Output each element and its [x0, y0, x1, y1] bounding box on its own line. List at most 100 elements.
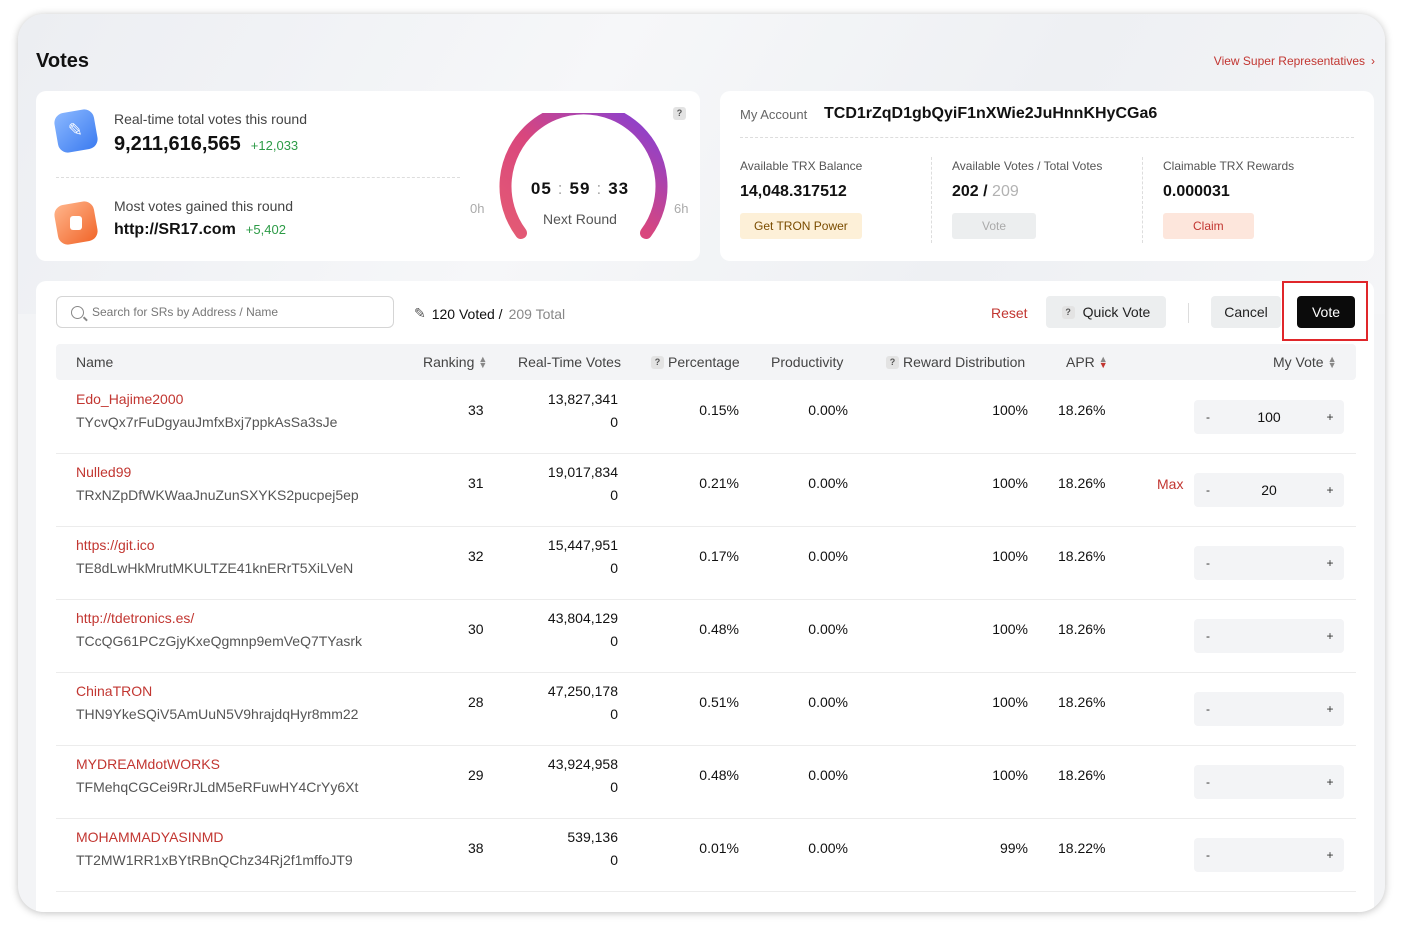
sr-ranking: 31	[468, 475, 484, 491]
help-icon[interactable]: ?	[673, 107, 686, 120]
decrement-button[interactable]: -	[1206, 410, 1210, 424]
vote-amount-input[interactable]	[1222, 774, 1316, 790]
pen-icon: ✎	[414, 305, 426, 321]
sr-ranking: 28	[468, 694, 484, 710]
sr-reward-distribution: 100%	[992, 548, 1028, 564]
sr-my-votes-cast: 0	[610, 487, 618, 503]
increment-button[interactable]: +	[1326, 848, 1334, 862]
sr-reward-distribution: 100%	[992, 767, 1028, 783]
max-button[interactable]: Max	[1157, 476, 1184, 492]
decrement-button[interactable]: -	[1206, 702, 1210, 716]
decrement-button[interactable]: -	[1206, 556, 1210, 570]
account-card: My Account TCD1rZqD1gbQyiF1nXWie2JuHnnKH…	[720, 91, 1374, 261]
decrement-button[interactable]: -	[1206, 483, 1210, 497]
decrement-button[interactable]: -	[1206, 848, 1210, 862]
col-productivity: Productivity	[771, 354, 844, 370]
sr-realtime-votes: 43,804,129	[547, 610, 618, 626]
voted-count: 120 Voted /	[431, 305, 503, 322]
table-row: ChinaTRON THN9YkeSQiV5AmUuN5V9hrajdqHyr8m…	[56, 673, 1356, 746]
increment-button[interactable]: +	[1326, 775, 1334, 789]
vote-amount-input[interactable]	[1222, 847, 1316, 863]
view-super-representatives-link[interactable]: View Super Representatives ›	[1214, 54, 1375, 68]
search-box[interactable]	[56, 296, 394, 328]
sort-icon: ▲ ▼	[1098, 354, 1108, 370]
page-title: Votes	[36, 50, 89, 72]
decrement-button[interactable]: -	[1206, 629, 1210, 643]
quick-vote-button[interactable]: ? Quick Vote	[1046, 296, 1166, 328]
increment-button[interactable]: +	[1326, 410, 1334, 424]
help-icon[interactable]: ?	[651, 355, 664, 369]
available-votes-label: Available Votes / Total Votes	[952, 159, 1103, 173]
sr-apr: 18.26%	[1058, 621, 1106, 637]
sr-name-link[interactable]: Nulled99	[76, 464, 132, 480]
gauge-min-label: 0h	[470, 201, 485, 216]
sr-productivity: 0.00%	[808, 475, 848, 491]
claim-button[interactable]: Claim	[1163, 213, 1254, 239]
sr-productivity: 0.00%	[808, 621, 848, 637]
sr-percentage: 0.51%	[699, 694, 739, 710]
sr-my-votes-cast: 0	[610, 414, 618, 430]
increment-button[interactable]: +	[1326, 702, 1334, 716]
sr-percentage: 0.48%	[699, 621, 739, 637]
vote-amount-input[interactable]	[1222, 701, 1316, 717]
most-gained-delta: +5,402	[245, 222, 286, 237]
vote-stepper: -+	[1194, 692, 1344, 726]
vote-amount-input[interactable]	[1222, 482, 1316, 498]
search-input[interactable]	[92, 305, 372, 319]
col-my-vote[interactable]: My Vote ▲ ▼	[1273, 354, 1337, 370]
rewards-column: Claimable TRX Rewards 0.000031 Claim	[1163, 159, 1294, 243]
sr-ranking: 32	[468, 548, 484, 564]
vote-stepper: -+	[1194, 838, 1344, 872]
sr-name-link[interactable]: MYDREAMdotWORKS	[76, 756, 220, 772]
col-ranking[interactable]: Ranking ▲ ▼	[423, 354, 487, 370]
sr-realtime-votes: 539,136	[567, 829, 618, 845]
sr-productivity: 0.00%	[808, 767, 848, 783]
countdown-gauge	[499, 113, 668, 239]
get-tron-power-button[interactable]: Get TRON Power	[740, 213, 862, 239]
vote-amount-input[interactable]	[1222, 555, 1316, 571]
sr-name-link[interactable]: http://tdetronics.es/	[76, 610, 195, 626]
sr-percentage: 0.15%	[699, 402, 739, 418]
vote-stepper: -+	[1194, 546, 1344, 580]
sr-realtime-votes: 13,827,341	[547, 391, 618, 407]
sr-apr: 18.26%	[1058, 548, 1106, 564]
sr-realtime-votes: 47,250,178	[547, 683, 618, 699]
vote-stepper: -+	[1194, 473, 1344, 507]
total-votes-label: Real-time total votes this round	[114, 111, 307, 127]
voted-summary: ✎ 120 Voted / 209 Total	[414, 305, 565, 322]
increment-button[interactable]: +	[1326, 556, 1334, 570]
votes-column: Available Votes / Total Votes 202 / 209 …	[952, 159, 1102, 243]
sr-address: TYcvQx7rFuDgyauJmfxBxj7ppkAsSa3sJe	[76, 414, 338, 430]
sr-name-link[interactable]: Edo_Hajime2000	[76, 391, 184, 407]
sr-productivity: 0.00%	[808, 402, 848, 418]
table-header: Name Ranking ▲ ▼ Real-Time Votes ? Percenta…	[56, 344, 1356, 380]
sr-realtime-votes: 19,017,834	[547, 464, 618, 480]
sr-name-link[interactable]: ChinaTRON	[76, 683, 153, 699]
most-gained-label: Most votes gained this round	[114, 198, 293, 214]
table-row: MYDREAMdotWORKS TFMehqCGCei9RrJLdM5eRFuwH…	[56, 746, 1356, 819]
rewards-label: Claimable TRX Rewards	[1163, 159, 1295, 173]
vote-stepper: -+	[1194, 400, 1344, 434]
account-vote-button[interactable]: Vote	[952, 213, 1037, 239]
sr-address: TRxNZpDfWKWaaJnuZunSXYKS2pucpej5ep	[76, 487, 359, 503]
vote-amount-input[interactable]	[1222, 628, 1316, 644]
vote-amount-input[interactable]	[1222, 409, 1316, 425]
col-apr[interactable]: APR ▲ ▼	[1066, 354, 1108, 370]
countdown-seconds: 33	[608, 179, 630, 198]
total-votes-value: 9,211,616,565 +12,033	[114, 133, 298, 156]
sort-icon: ▲ ▼	[1327, 354, 1337, 370]
sr-apr: 18.26%	[1058, 694, 1106, 710]
increment-button[interactable]: +	[1326, 483, 1334, 497]
increment-button[interactable]: +	[1326, 629, 1334, 643]
sr-address: TCcQG61PCzGjyKxeQgmnp9emVeQ7TYasrk	[76, 633, 363, 649]
reset-button[interactable]: Reset	[991, 305, 1028, 321]
sr-name-link[interactable]: https://git.ico	[76, 537, 155, 553]
available-votes: 202 /	[952, 183, 988, 200]
decrement-button[interactable]: -	[1206, 775, 1210, 789]
table-row: http://tdetronics.es/TCcQG61PCzGjyKxeQgm…	[56, 600, 1356, 673]
col-reward-label: Reward Distribution	[903, 354, 1026, 370]
help-icon[interactable]: ?	[886, 355, 899, 369]
sr-name-link[interactable]: MOHAMMADYASINMD	[76, 829, 224, 845]
vote-button[interactable]: Vote	[1297, 296, 1355, 328]
cancel-button[interactable]: Cancel	[1211, 296, 1281, 328]
